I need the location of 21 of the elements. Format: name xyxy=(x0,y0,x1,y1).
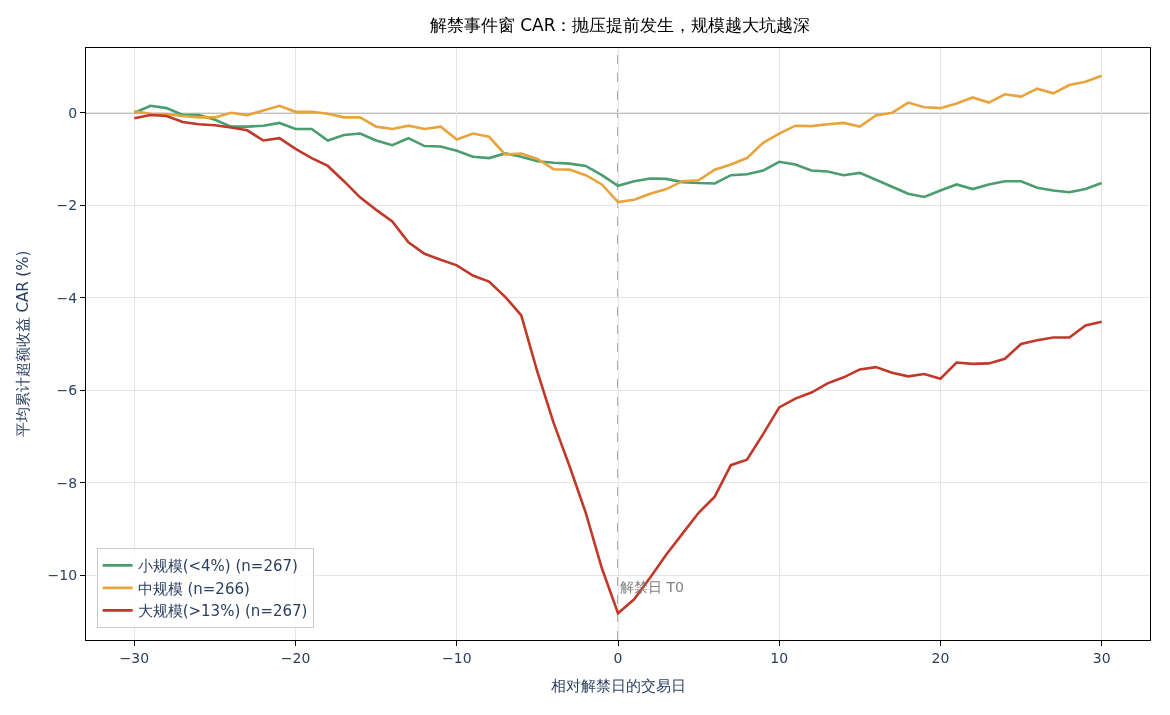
x-tick-label: 10 xyxy=(770,649,789,666)
y-axis-title: 平均累计超额收益 CAR (%) xyxy=(13,250,32,438)
y-tick-label: −6 xyxy=(56,382,78,399)
x-tick-label: −20 xyxy=(280,649,311,666)
y-tick-label: −10 xyxy=(47,567,78,584)
y-tick-label: −2 xyxy=(56,197,78,214)
y-tick-label: −8 xyxy=(56,474,78,491)
legend-label: 小规模(<4%) (n=267) xyxy=(137,557,298,576)
chart-title: 解禁事件窗 CAR：抛压提前发生，规模越大坑越深 xyxy=(429,14,811,35)
legend-label: 大规模(>13%) (n=267) xyxy=(137,602,308,621)
x-axis-title: 相对解禁日的交易日 xyxy=(550,676,686,695)
legend-label: 中规模 (n=266) xyxy=(137,579,250,598)
x-tick-label: −10 xyxy=(442,649,472,666)
line-series xyxy=(133,104,1103,199)
y-tick-label: −4 xyxy=(56,289,78,306)
x-tick-label: 30 xyxy=(1092,649,1111,666)
x-tick-label: 20 xyxy=(931,649,950,666)
x-tick-label: 0 xyxy=(613,649,623,666)
x-tick-label: −30 xyxy=(119,649,150,666)
y-tick-label: 0 xyxy=(68,104,78,121)
line-series xyxy=(133,74,1103,204)
